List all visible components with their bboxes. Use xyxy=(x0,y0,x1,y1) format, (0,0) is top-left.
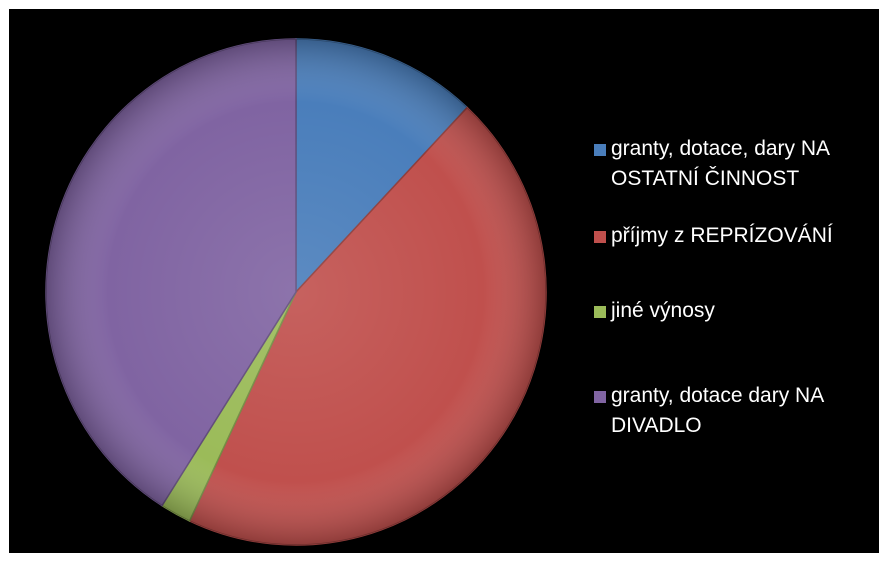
legend-label: granty, dotace, dary NA OSTATNÍ ČINNOST xyxy=(611,137,829,190)
chart-area: granty, dotace, dary NA OSTATNÍ ČINNOST … xyxy=(9,9,879,553)
legend-swatch xyxy=(594,391,606,403)
legend-item: granty, dotace dary NA DIVADLO xyxy=(594,381,874,441)
legend-swatch xyxy=(594,231,606,243)
legend-label: granty, dotace dary NA DIVADLO xyxy=(611,384,824,437)
legend-item: příjmy z REPRÍZOVÁNÍ xyxy=(594,221,833,251)
pie-chart xyxy=(45,38,547,546)
legend-swatch xyxy=(594,306,606,318)
legend-label: příjmy z REPRÍZOVÁNÍ xyxy=(611,224,833,247)
legend-label: jiné výnosy xyxy=(611,299,715,322)
legend-swatch xyxy=(594,144,606,156)
legend-item: jiné výnosy xyxy=(594,296,715,326)
legend-item: granty, dotace, dary NA OSTATNÍ ČINNOST xyxy=(594,134,874,194)
